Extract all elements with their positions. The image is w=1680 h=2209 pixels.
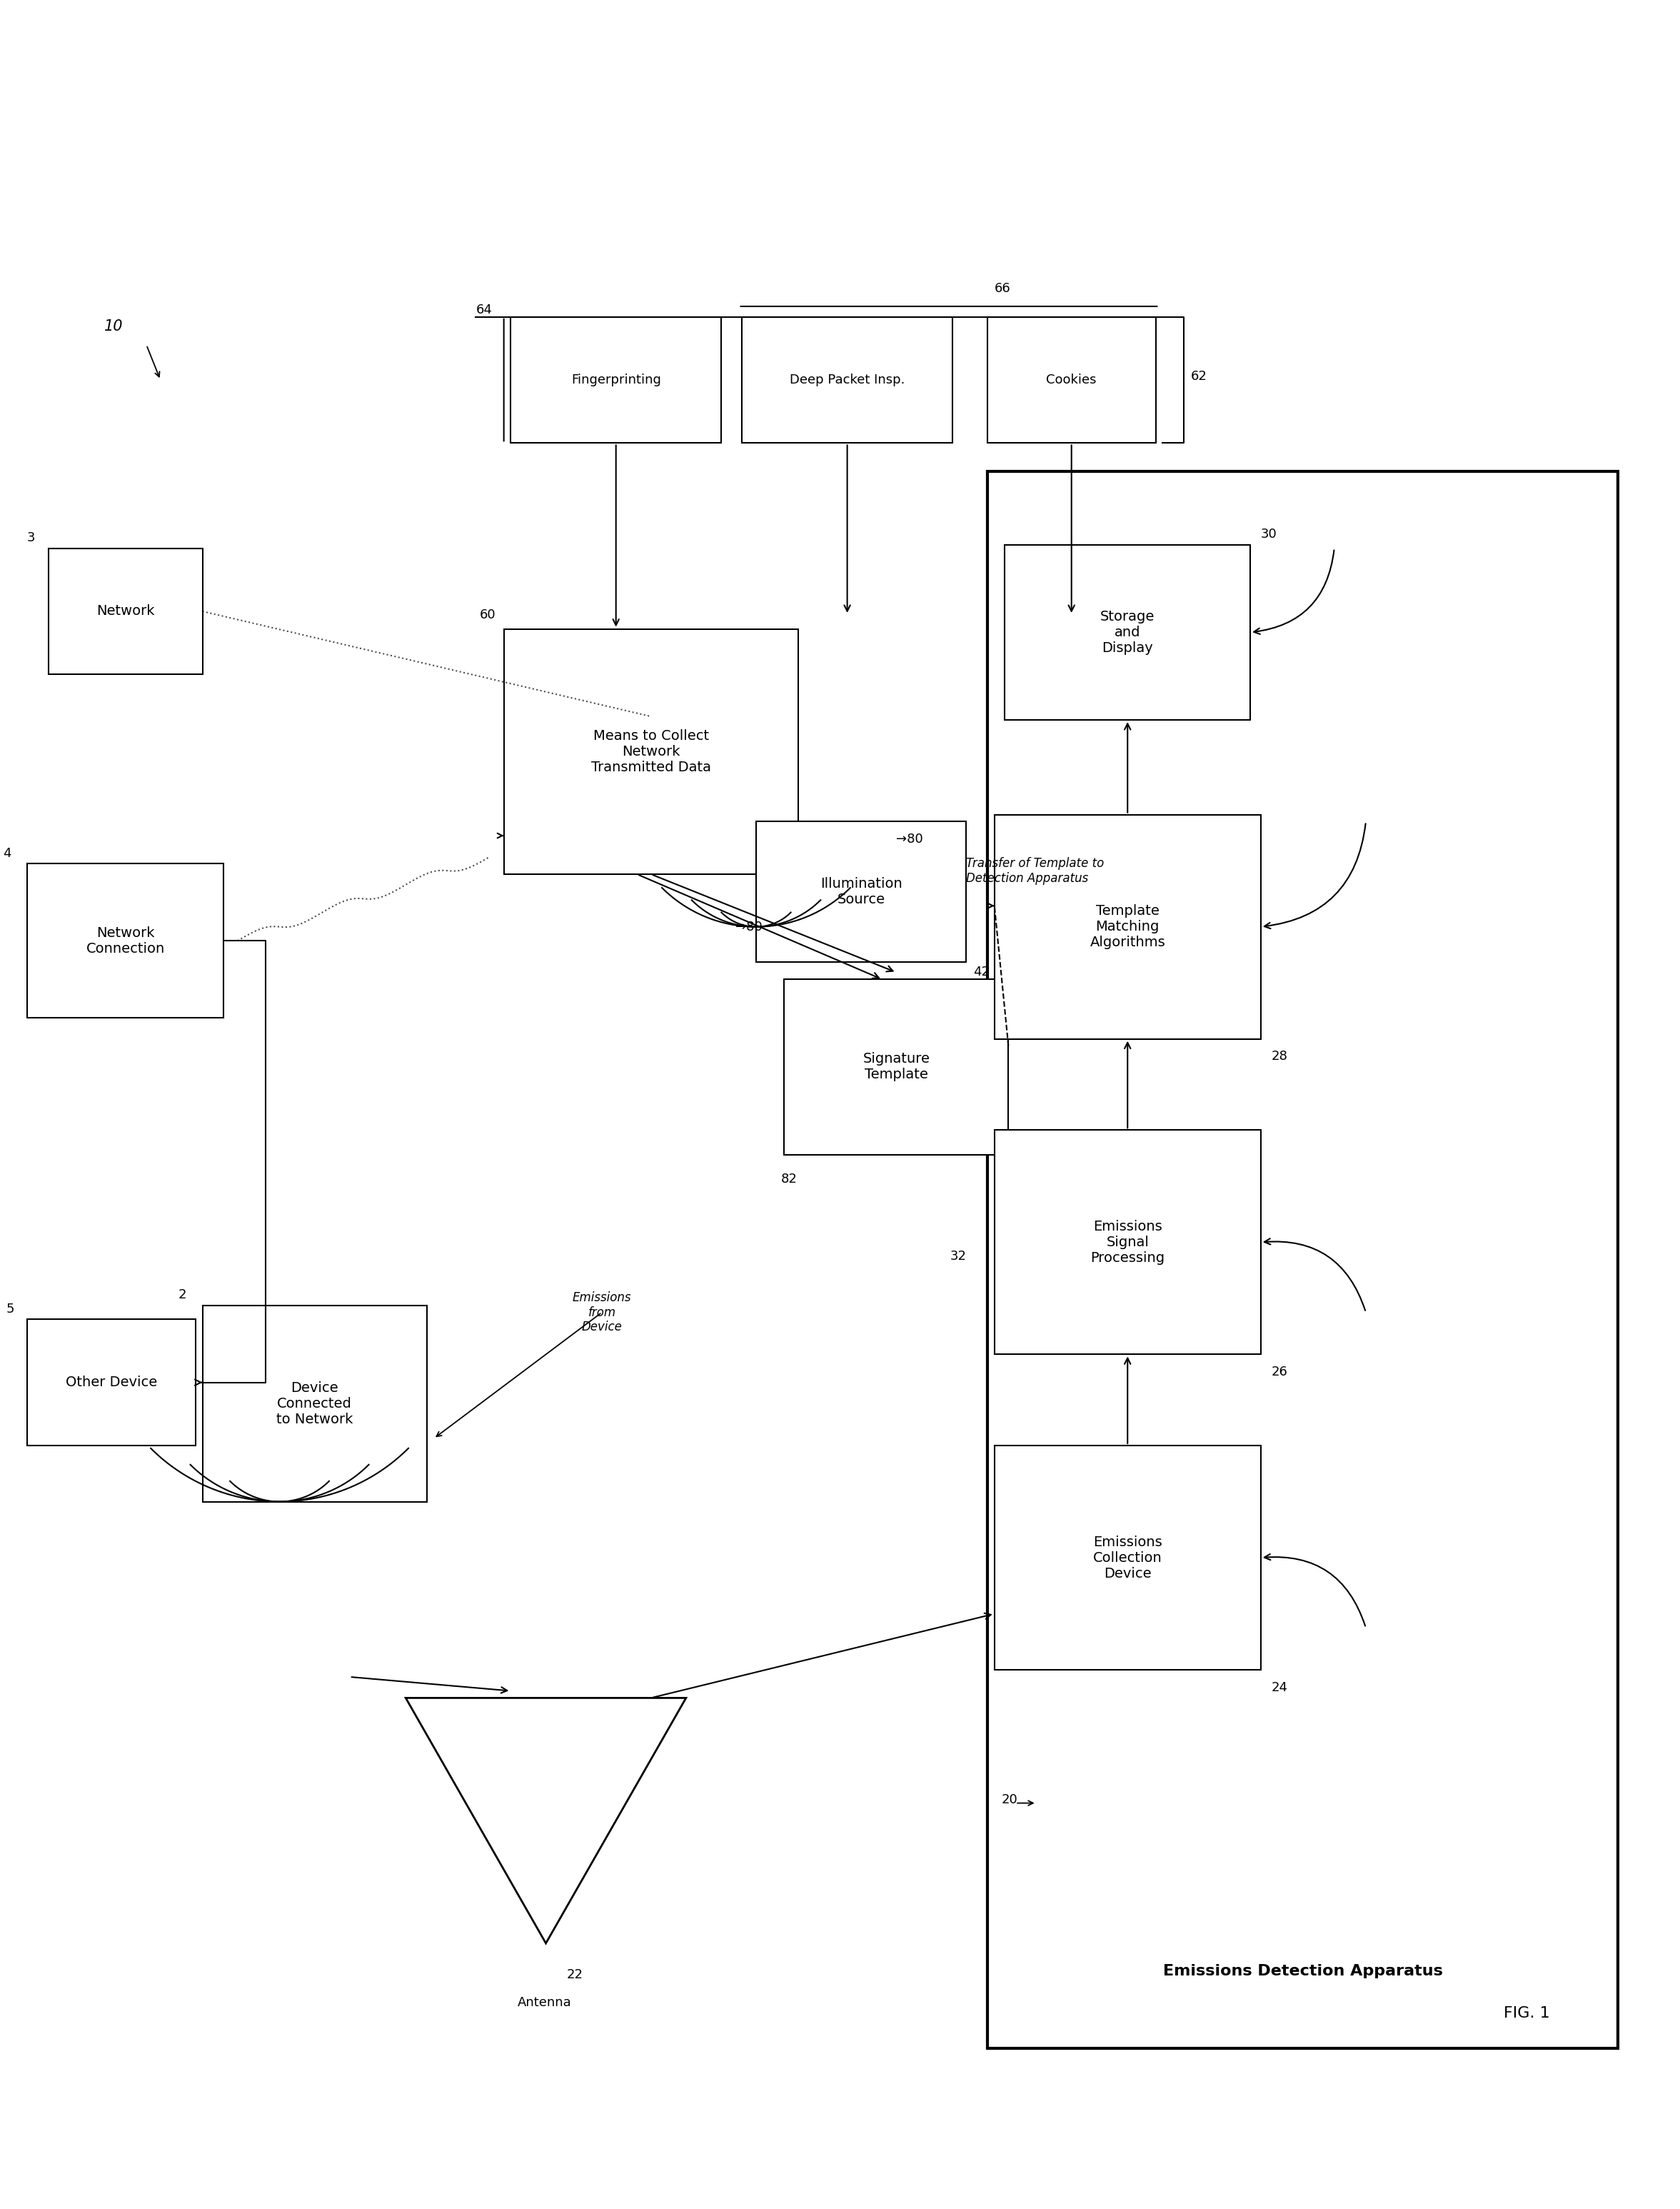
- Text: Template
Matching
Algorithms: Template Matching Algorithms: [1090, 903, 1166, 950]
- FancyBboxPatch shape: [27, 1319, 195, 1445]
- FancyBboxPatch shape: [988, 316, 1156, 444]
- Text: Emissions
from
Device: Emissions from Device: [573, 1290, 632, 1334]
- Text: Emissions Detection Apparatus: Emissions Detection Apparatus: [1163, 1964, 1443, 1979]
- Text: 24: 24: [1272, 1681, 1287, 1694]
- Text: →80: →80: [897, 833, 924, 846]
- Text: Fingerprinting: Fingerprinting: [571, 373, 660, 387]
- FancyBboxPatch shape: [743, 316, 953, 444]
- Text: 30: 30: [1260, 528, 1277, 541]
- Text: Illumination
Source: Illumination Source: [820, 877, 902, 906]
- Text: Antenna: Antenna: [517, 1997, 571, 2010]
- Text: Transfer of Template to
Detection Apparatus: Transfer of Template to Detection Appara…: [966, 857, 1104, 884]
- Text: 62: 62: [1191, 369, 1206, 382]
- Text: Deep Packet Insp.: Deep Packet Insp.: [790, 373, 906, 387]
- Text: Emissions
Signal
Processing: Emissions Signal Processing: [1090, 1219, 1164, 1266]
- FancyBboxPatch shape: [203, 1306, 427, 1502]
- FancyBboxPatch shape: [988, 471, 1618, 2048]
- Text: 5: 5: [7, 1303, 15, 1314]
- FancyBboxPatch shape: [995, 1445, 1260, 1670]
- Text: 66: 66: [995, 283, 1011, 296]
- Text: →80: →80: [736, 921, 763, 932]
- FancyBboxPatch shape: [511, 316, 721, 444]
- FancyBboxPatch shape: [995, 815, 1260, 1038]
- FancyBboxPatch shape: [27, 864, 223, 1018]
- Text: Storage
and
Display: Storage and Display: [1100, 610, 1154, 654]
- Text: Other Device: Other Device: [66, 1376, 158, 1389]
- Text: 3: 3: [27, 530, 35, 543]
- Text: 2: 2: [178, 1288, 186, 1301]
- Text: Device
Connected
to Network: Device Connected to Network: [276, 1381, 353, 1427]
- Text: 28: 28: [1272, 1049, 1287, 1063]
- Text: 22: 22: [566, 1968, 583, 1981]
- FancyBboxPatch shape: [756, 822, 966, 961]
- Text: FIG. 1: FIG. 1: [1504, 2006, 1551, 2021]
- Text: 26: 26: [1272, 1365, 1287, 1378]
- FancyBboxPatch shape: [995, 1131, 1260, 1354]
- FancyBboxPatch shape: [785, 979, 1008, 1155]
- Text: Signature
Template: Signature Template: [864, 1051, 929, 1082]
- Text: 20: 20: [1001, 1794, 1018, 1807]
- Text: 32: 32: [949, 1250, 966, 1264]
- Text: 82: 82: [781, 1173, 796, 1186]
- FancyBboxPatch shape: [49, 548, 203, 674]
- Text: Means to Collect
Network
Transmitted Data: Means to Collect Network Transmitted Dat…: [591, 729, 711, 773]
- Text: 64: 64: [475, 303, 492, 316]
- Text: 60: 60: [479, 607, 496, 621]
- Text: Cookies: Cookies: [1047, 373, 1097, 387]
- FancyBboxPatch shape: [1005, 546, 1250, 720]
- Text: Emissions
Collection
Device: Emissions Collection Device: [1094, 1535, 1163, 1579]
- Text: Network: Network: [96, 605, 155, 619]
- Text: 4: 4: [3, 846, 12, 859]
- FancyBboxPatch shape: [504, 630, 798, 875]
- Text: 42: 42: [973, 965, 990, 979]
- Text: Network
Connection: Network Connection: [86, 926, 165, 956]
- Text: 10: 10: [104, 320, 123, 334]
